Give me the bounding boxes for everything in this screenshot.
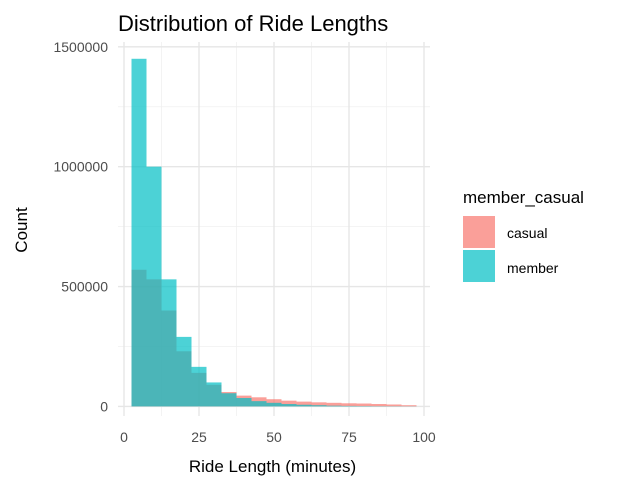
bar-casual [311,402,327,407]
y-tick-label: 1500000 [53,39,108,55]
x-axis-title: Ride Length (minutes) [189,457,356,476]
legend-key-casual [463,216,495,248]
bar-casual [371,404,387,407]
bar-casual [386,404,402,407]
bar-casual [356,403,372,407]
bar-casual [326,402,342,407]
bar-member [236,398,252,407]
bar-member [281,404,297,407]
x-tick-label: 100 [412,429,436,445]
bar-member [176,336,192,407]
x-tick-label: 0 [120,429,128,445]
legend-label-casual: casual [507,225,547,241]
bar-member [221,393,237,407]
bar-casual [401,405,417,407]
legend-label-member: member [507,260,559,276]
bar-casual [341,403,357,407]
y-axis-title: Count [12,207,31,253]
bar-member [326,405,342,407]
bar-member [131,58,147,407]
x-tick-label: 50 [266,429,282,445]
x-tick-label: 25 [191,429,207,445]
bar-casual [296,401,312,407]
bar-member [146,166,162,407]
y-tick-label: 500000 [61,279,108,295]
bar-member [251,401,267,407]
bar-member [191,366,207,407]
bar-member [311,405,327,407]
legend-key-member [463,250,495,282]
bar-casual [281,400,297,407]
y-tick-label: 1000000 [53,159,108,175]
y-tick-label: 0 [100,398,108,414]
bar-member [266,402,282,407]
chart-title: Distribution of Ride Lengths [118,11,388,36]
axis-ticks: 0 25 50 75 100 0 500000 1000000 1500000 [53,39,435,445]
x-tick-label: 75 [341,429,357,445]
histogram-bars [131,58,417,407]
bar-member [296,404,312,407]
legend-title: member_casual [463,188,584,207]
legend: member_casual casual member [463,188,584,282]
bar-member [161,279,177,407]
bar-member [206,382,222,407]
